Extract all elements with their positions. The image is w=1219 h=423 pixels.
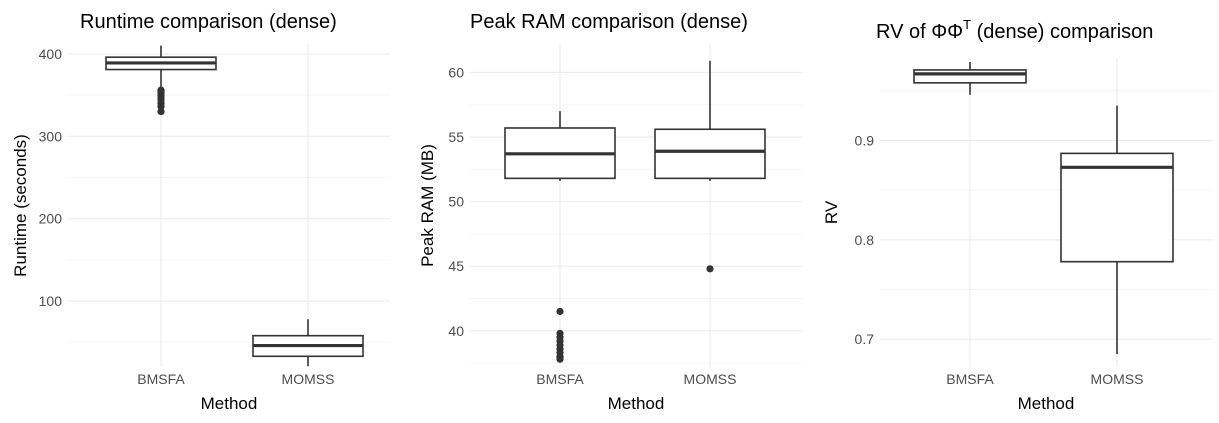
y-tick-label: 0.8	[855, 232, 875, 248]
chart-title: Runtime comparison (dense)	[80, 11, 337, 33]
box-iqr	[1060, 152, 1174, 263]
y-tick-label: 55	[448, 129, 464, 145]
x-axis-title: Method	[201, 394, 258, 413]
chart-title: Peak RAM comparison (dense)	[470, 11, 748, 33]
panel-2: 40 45 50 55 60 BMSFA MOMSS Peak RAM comparison …	[418, 11, 802, 413]
box-momss	[252, 319, 364, 367]
panel-3: 0.7 0.8 0.9 BMSFA MOMSS RV of ΦΦT (dense) com…	[822, 17, 1212, 413]
chart-title: RV of ΦΦT (dense) comparison	[876, 17, 1153, 43]
x-tick-label: MOMSS	[282, 371, 335, 387]
x-tick-label: MOMSS	[1091, 371, 1144, 387]
panel-1: 100 200 300 400 BMSFA MOMSS Runtime comparison…	[11, 11, 390, 413]
box-bmsfa	[105, 45, 217, 116]
outlier-point	[556, 307, 564, 316]
y-tick-label: 40	[448, 323, 464, 339]
outlier-point	[706, 265, 714, 273]
y-tick-label: 200	[39, 211, 63, 227]
x-tick-label: BMSFA	[137, 371, 185, 387]
outlier-point	[157, 86, 165, 94]
outlier-point	[157, 107, 165, 116]
y-tick-label: 300	[39, 128, 63, 144]
outlier-point	[556, 355, 564, 363]
x-axis-title: Method	[1018, 394, 1075, 413]
box-bmsfa	[504, 111, 616, 363]
box-momss	[1060, 105, 1174, 355]
box-bmsfa	[913, 61, 1027, 95]
y-tick-label: 50	[448, 194, 464, 210]
x-tick-label: BMSFA	[536, 371, 584, 387]
x-tick-label: BMSFA	[946, 371, 994, 387]
box-iqr	[654, 128, 766, 180]
y-tick-label: 45	[448, 258, 464, 274]
box-iqr	[913, 69, 1027, 84]
y-tick-label: 100	[39, 293, 63, 309]
y-tick-label: 400	[39, 46, 63, 62]
y-axis-title: Peak RAM (MB)	[418, 144, 437, 267]
y-axis-title: Runtime (seconds)	[11, 134, 30, 277]
x-axis-title: Method	[608, 394, 665, 413]
x-tick-label: MOMSS	[684, 371, 737, 387]
y-tick-label: 0.7	[855, 331, 875, 347]
y-axis-title: RV	[822, 200, 841, 224]
box-momss	[654, 60, 766, 273]
y-tick-label: 60	[448, 64, 464, 80]
y-tick-label: 0.9	[855, 132, 875, 148]
